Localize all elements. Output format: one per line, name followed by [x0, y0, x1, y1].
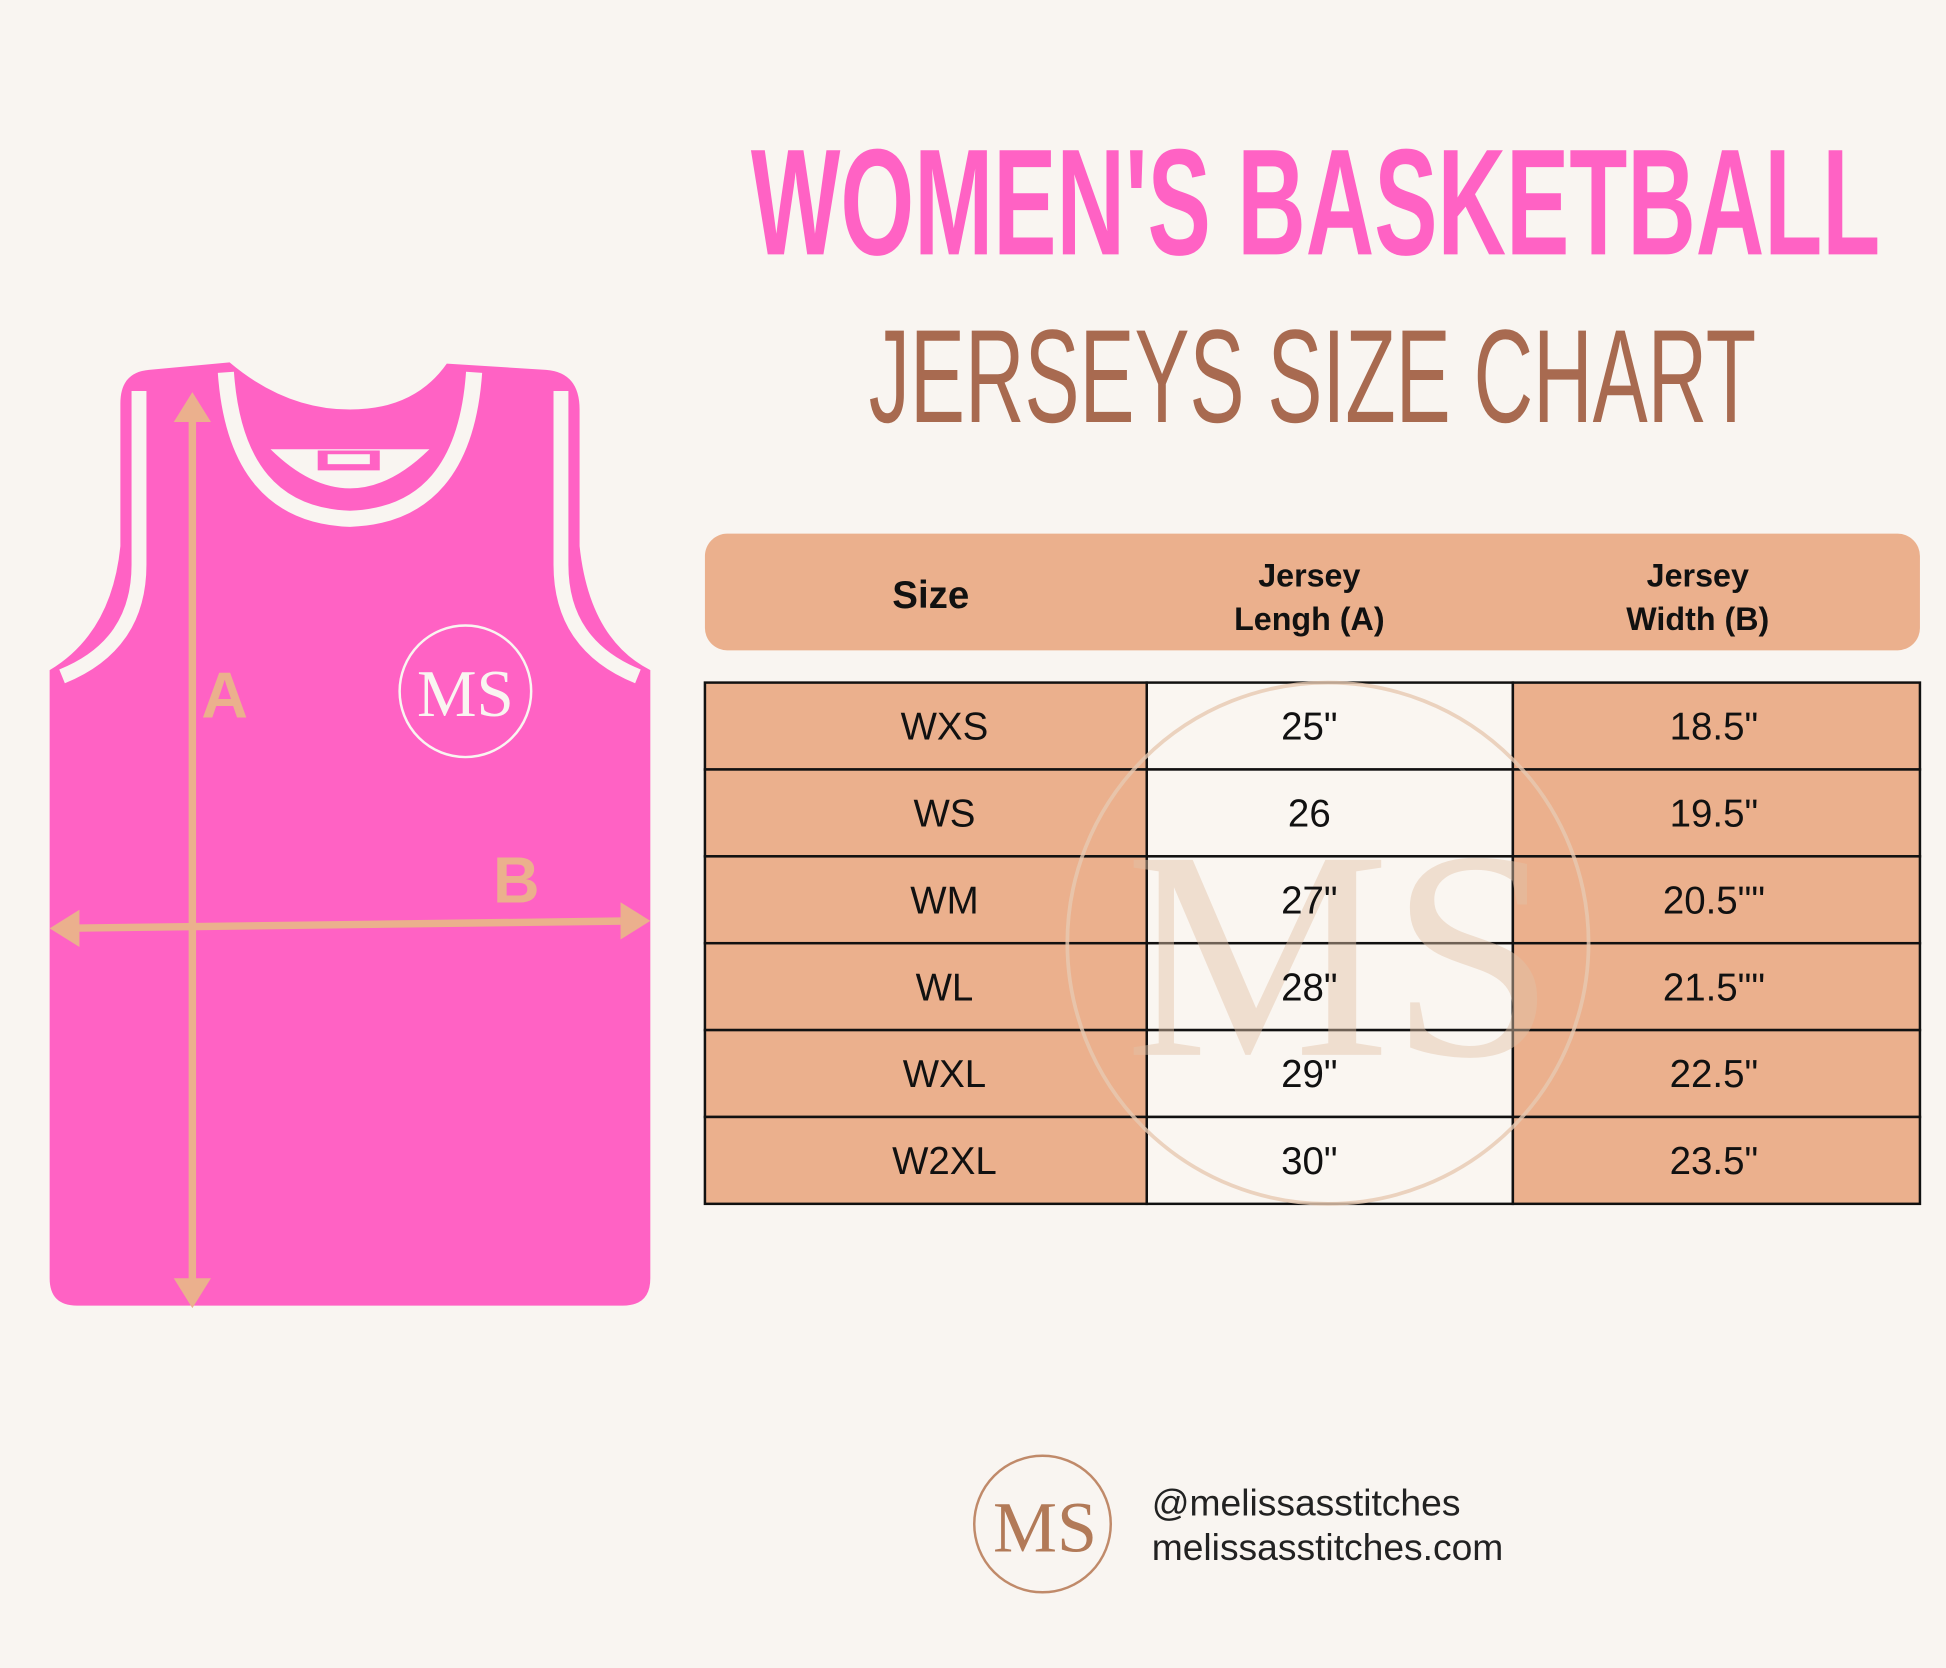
table-cell	[1511, 1115, 1922, 1206]
jersey-body	[49, 362, 651, 1306]
cell-text: WM	[910, 879, 978, 922]
cell-text: WS	[913, 793, 975, 836]
cell-text: 22.5"	[1670, 1053, 1759, 1096]
label-a: A	[201, 659, 248, 731]
cell-text: 23.5"	[1670, 1140, 1759, 1183]
collar-trim	[217, 371, 483, 527]
cell-text: 28"	[1281, 966, 1337, 1009]
cell-text: WL	[916, 966, 974, 1009]
cell-text: 25"	[1281, 706, 1337, 749]
table-cell	[1511, 941, 1922, 1032]
neck-tag-inner	[327, 454, 370, 465]
table-cell	[703, 855, 1148, 945]
table-cell	[1511, 681, 1922, 771]
size-table: Size Jersey Lengh (A) Jersey Width (B) MS WXS 2…	[703, 557, 1922, 1206]
label-b: B	[493, 844, 540, 916]
cell-text: WXS	[901, 706, 989, 749]
cell-text: 27"	[1281, 879, 1337, 922]
footer-logo-circle	[973, 1454, 1112, 1594]
cell-text: 21.5""	[1663, 966, 1765, 1009]
table-cell	[703, 681, 1148, 771]
cell-text: 29"	[1281, 1053, 1337, 1096]
cell-text: 20.5""	[1663, 879, 1765, 922]
footer-website: melissasstitches.com	[1152, 1526, 1504, 1568]
logo-text: MS	[417, 657, 514, 731]
table-cell	[1511, 855, 1922, 945]
column-header: Size	[892, 574, 969, 617]
column-header: Jersey	[1647, 557, 1749, 593]
column-header: Jersey	[1258, 557, 1360, 593]
table-cell	[703, 941, 1148, 1032]
table-cell	[1145, 1028, 1515, 1119]
jersey-diagram: MS A B	[49, 362, 651, 1309]
footer-handle: @melissasstitches	[1152, 1481, 1461, 1523]
cell-text: 19.5"	[1670, 793, 1759, 836]
watermark-circle	[1065, 680, 1591, 1206]
subtitle: JERSEYS SIZE CHART	[869, 303, 1756, 451]
cell-text: 18.5"	[1670, 706, 1759, 749]
armhole-trim	[553, 390, 641, 684]
logo-circle	[398, 624, 533, 759]
column-header: Lengh (A)	[1234, 601, 1384, 637]
cell-text: 26	[1288, 793, 1331, 836]
table-cell	[1145, 768, 1515, 858]
table-cell	[1145, 941, 1515, 1032]
column-header: Width (B)	[1626, 601, 1769, 637]
table-cell	[703, 1115, 1148, 1206]
table-cell	[1511, 1028, 1922, 1119]
watermark-logo: MS	[1125, 791, 1556, 1120]
table-cell	[703, 1028, 1148, 1119]
width-arrow	[59, 917, 638, 933]
cell-text: W2XL	[892, 1140, 997, 1183]
footer-logo-text: MS	[993, 1487, 1097, 1567]
table-cell	[1511, 768, 1922, 858]
armhole-trim	[59, 390, 147, 684]
table-header-bar	[704, 533, 1920, 651]
title: WOMEN'S BASKETBALL	[751, 118, 1880, 287]
cell-text: 30"	[1281, 1140, 1337, 1183]
cell-text: WXL	[903, 1053, 986, 1096]
